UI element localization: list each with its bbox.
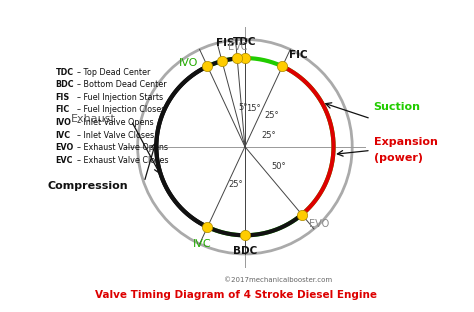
Text: 5°: 5° <box>238 103 248 112</box>
Text: Exhaust: Exhaust <box>71 114 116 124</box>
Text: FIC: FIC <box>55 105 70 114</box>
Text: IVO: IVO <box>55 118 72 127</box>
Text: – Exhaust Valve Closes: – Exhaust Valve Closes <box>77 156 169 165</box>
Text: 50°: 50° <box>272 162 286 171</box>
Text: FIS: FIS <box>55 93 70 102</box>
Text: EVC: EVC <box>55 156 73 165</box>
Text: – Top Dead Center: – Top Dead Center <box>77 67 150 76</box>
Text: IVO: IVO <box>179 58 199 68</box>
Text: EVO: EVO <box>309 219 329 229</box>
Text: – Fuel Injection Closes: – Fuel Injection Closes <box>77 105 165 114</box>
Point <box>204 225 211 230</box>
Text: 25°: 25° <box>264 111 279 120</box>
Text: – Bottom Dead Center: – Bottom Dead Center <box>77 80 167 89</box>
Text: EVC: EVC <box>228 42 247 52</box>
Point <box>233 56 241 61</box>
Point <box>298 212 306 217</box>
Text: 15°: 15° <box>246 104 261 113</box>
Text: – Exhaust Valve Opens: – Exhaust Valve Opens <box>77 143 168 152</box>
Text: Suction: Suction <box>374 103 420 113</box>
Text: FIS: FIS <box>216 37 234 47</box>
Text: TDC: TDC <box>233 37 257 47</box>
Text: Compression: Compression <box>48 181 128 191</box>
Text: – Fuel Injection Starts: – Fuel Injection Starts <box>77 93 163 102</box>
Point <box>279 64 286 69</box>
Text: ©2017mechanicalbooster.com: ©2017mechanicalbooster.com <box>224 277 332 283</box>
Point <box>204 64 211 69</box>
Text: IVC: IVC <box>192 239 211 249</box>
Text: – Inlet Valve Opens: – Inlet Valve Opens <box>77 118 154 127</box>
Text: BDC: BDC <box>55 80 74 89</box>
Text: Expansion: Expansion <box>374 137 438 147</box>
Text: (power): (power) <box>374 153 423 163</box>
Text: 25°: 25° <box>261 131 276 140</box>
Text: 25°: 25° <box>229 180 244 189</box>
Text: Valve Timing Diagram of 4 Stroke Diesel Engine: Valve Timing Diagram of 4 Stroke Diesel … <box>95 290 377 300</box>
Point <box>241 56 249 61</box>
Point <box>218 59 226 64</box>
Text: IVC: IVC <box>55 130 71 139</box>
Text: FIC: FIC <box>289 50 308 60</box>
Text: – Inlet Valve Closes: – Inlet Valve Closes <box>77 130 154 139</box>
Point <box>241 233 249 238</box>
Text: BDC: BDC <box>233 246 257 256</box>
Text: EVO: EVO <box>55 143 74 152</box>
Text: TDC: TDC <box>55 67 73 76</box>
